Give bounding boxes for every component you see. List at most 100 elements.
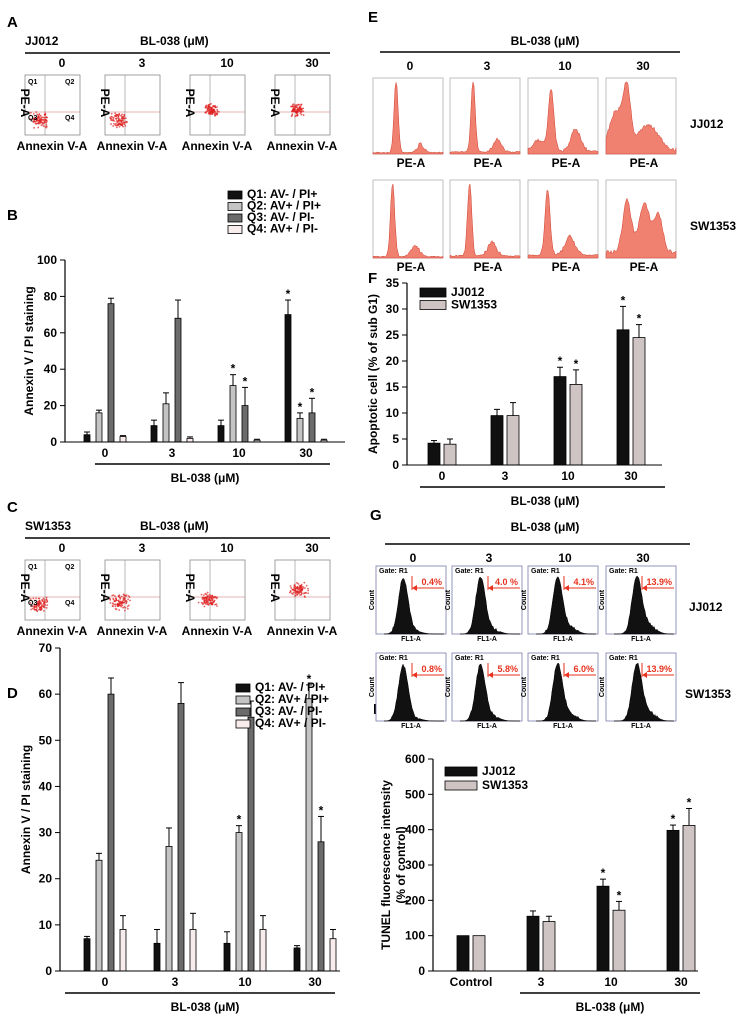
y-axis-label: PE-A xyxy=(268,574,282,603)
event-dot xyxy=(296,585,299,588)
legend-label: Q1: AV- / PI+ xyxy=(255,680,325,694)
bar xyxy=(506,415,520,466)
event-dot xyxy=(115,117,118,120)
event-dot xyxy=(205,110,208,113)
event-dot xyxy=(44,125,47,128)
histogram-x-label: PE-A xyxy=(552,260,581,274)
event-dot xyxy=(295,111,297,114)
y-tick-label: 60 xyxy=(39,687,53,701)
event-dot xyxy=(291,110,294,112)
bar xyxy=(456,935,470,972)
gate-label: Gate: R1 xyxy=(609,568,638,575)
panel-label: D xyxy=(7,685,18,702)
tunel-histogram xyxy=(375,565,447,635)
significance-star: * xyxy=(601,866,606,880)
bar xyxy=(284,314,292,443)
x-tick-label: 10 xyxy=(238,975,252,989)
x-axis-label: Annexin V-A xyxy=(182,624,253,638)
percent-label: 5.8% xyxy=(497,664,518,674)
percent-label: 0.8% xyxy=(421,664,442,674)
x-axis-label: FL1-A xyxy=(401,636,421,643)
concentration-label: 10 xyxy=(558,59,572,73)
x-axis-label: Annexin V-A xyxy=(267,139,338,153)
histogram-x-label: PE-A xyxy=(552,156,581,170)
event-dot xyxy=(212,601,215,603)
event-dot xyxy=(112,122,115,125)
event-dot xyxy=(39,114,42,117)
event-dot xyxy=(115,599,118,601)
event-dot xyxy=(126,607,129,610)
chart-B xyxy=(60,190,345,465)
bar xyxy=(427,442,441,466)
event-dot xyxy=(208,112,211,115)
histogram-fill xyxy=(527,88,599,155)
concentration-title: BL-038 (μM) xyxy=(511,34,580,48)
quadrant-label: Q3 xyxy=(28,600,37,607)
dna-histogram xyxy=(449,179,521,259)
y-tick-label: 0 xyxy=(418,964,425,978)
concentration-label: 10 xyxy=(220,541,234,555)
bar xyxy=(119,929,127,972)
x-tick-label: 30 xyxy=(299,446,313,460)
bar xyxy=(308,412,316,443)
significance-star: * xyxy=(286,287,291,301)
x-axis-label: Annexin V-A xyxy=(97,624,168,638)
event-dot xyxy=(302,110,305,113)
event-dot xyxy=(211,594,214,597)
event-dot xyxy=(115,126,118,129)
chart-F xyxy=(402,282,665,488)
dna-histogram xyxy=(527,179,599,259)
y-axis-label: Count xyxy=(599,676,606,697)
significance-star: * xyxy=(671,812,676,826)
significance-star: * xyxy=(558,354,563,368)
event-dot xyxy=(34,117,37,120)
y-axis-label: Annexin V / PI staining xyxy=(19,745,33,874)
event-dot xyxy=(41,605,43,608)
bar xyxy=(542,921,556,972)
row-label: JJ012 xyxy=(689,600,723,614)
event-dot xyxy=(300,103,303,106)
event-dot xyxy=(37,122,39,125)
event-dot xyxy=(296,104,299,107)
event-dot xyxy=(206,108,209,111)
bar xyxy=(596,885,610,972)
x-axis-label: BL-038 (μM) xyxy=(576,1000,645,1014)
quadrant-label: Q2 xyxy=(65,564,74,571)
histogram-x-label: PE-A xyxy=(630,260,659,274)
event-dot xyxy=(302,114,305,116)
event-dot xyxy=(293,104,296,107)
event-dot xyxy=(44,119,47,122)
event-dot xyxy=(118,125,121,128)
event-dot xyxy=(291,114,294,117)
legend-label: Q2: AV+ / PI+ xyxy=(255,692,329,706)
concentration-label: 30 xyxy=(305,541,319,555)
event-dot xyxy=(109,597,112,600)
event-dot xyxy=(215,112,218,115)
event-dot xyxy=(218,110,220,113)
event-dot xyxy=(111,594,114,597)
event-dot xyxy=(120,124,122,126)
event-dot xyxy=(208,593,211,596)
percent-label: 4.0 % xyxy=(495,577,518,587)
y-tick-label: 60 xyxy=(44,326,58,340)
event-dot xyxy=(43,116,46,119)
concentration-label: 0 xyxy=(410,551,417,565)
bar xyxy=(153,942,161,972)
bar xyxy=(526,915,540,972)
y-axis-label: Count xyxy=(369,676,376,697)
tunel-histogram xyxy=(605,565,677,635)
bar xyxy=(235,832,243,972)
histogram-fill xyxy=(449,183,521,259)
quadrant-label: Q3 xyxy=(28,115,37,122)
bar xyxy=(305,698,313,972)
event-dot xyxy=(207,104,210,106)
event-dot xyxy=(288,591,291,594)
x-tick-label: 3 xyxy=(502,469,509,483)
bar xyxy=(666,829,680,972)
row-label: JJ012 xyxy=(690,117,724,131)
event-dot xyxy=(29,602,32,604)
event-dot xyxy=(204,601,206,604)
y-tick-label: 40 xyxy=(44,362,58,376)
event-dot xyxy=(39,120,42,122)
